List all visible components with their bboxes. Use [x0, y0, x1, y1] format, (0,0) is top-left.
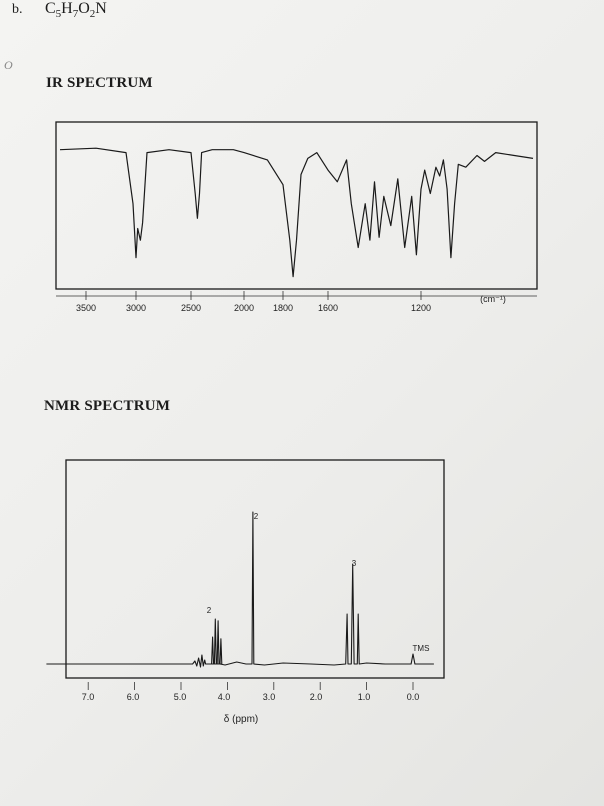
- ir-tick-1600: 1600: [318, 303, 338, 313]
- nmr-tick-4: 4.0: [218, 692, 231, 702]
- molecular-formula: C5H7O2N: [45, 0, 107, 21]
- nmr-tick-6: 6.0: [127, 692, 140, 702]
- ir-tick-1200: 1200: [411, 303, 431, 313]
- nmr-tick-3: 3.0: [263, 692, 276, 702]
- ir-unit-label: (cm⁻¹): [480, 294, 506, 304]
- nmr-trace: [46, 511, 434, 668]
- nmr-ticks: [87, 682, 414, 690]
- problem-label: b.: [12, 2, 23, 17]
- nmr-integration-singlet: 2: [254, 512, 259, 521]
- nmr-integration-quartet: 2: [207, 606, 212, 615]
- ir-tick-1800: 1800: [273, 303, 293, 313]
- ir-tick-3000: 3000: [126, 303, 146, 313]
- nmr-integration-triplet: 3: [352, 559, 357, 568]
- ir-tick-2500: 2500: [181, 303, 201, 313]
- ir-trace: [59, 147, 534, 278]
- margin-mark: O: [4, 58, 13, 72]
- ir-tick-3500: 3500: [76, 303, 96, 313]
- nmr-tick-0: 0.0: [407, 692, 420, 702]
- nmr-tick-2: 2.0: [310, 692, 323, 702]
- nmr-title: NMR SPECTRUM: [44, 398, 171, 414]
- nmr-tms-label: TMS: [413, 644, 430, 653]
- ir-ticks: [85, 291, 422, 300]
- nmr-plot-frame: [65, 459, 445, 679]
- ir-tick-2000: 2000: [234, 303, 254, 313]
- nmr-tick-7: 7.0: [82, 692, 95, 702]
- ir-plot-frame: [55, 121, 538, 290]
- ir-title: IR SPECTRUM: [46, 75, 153, 91]
- nmr-tick-1: 1.0: [358, 692, 371, 702]
- nmr-x-axis-label: δ (ppm): [224, 714, 258, 725]
- nmr-tick-5: 5.0: [174, 692, 187, 702]
